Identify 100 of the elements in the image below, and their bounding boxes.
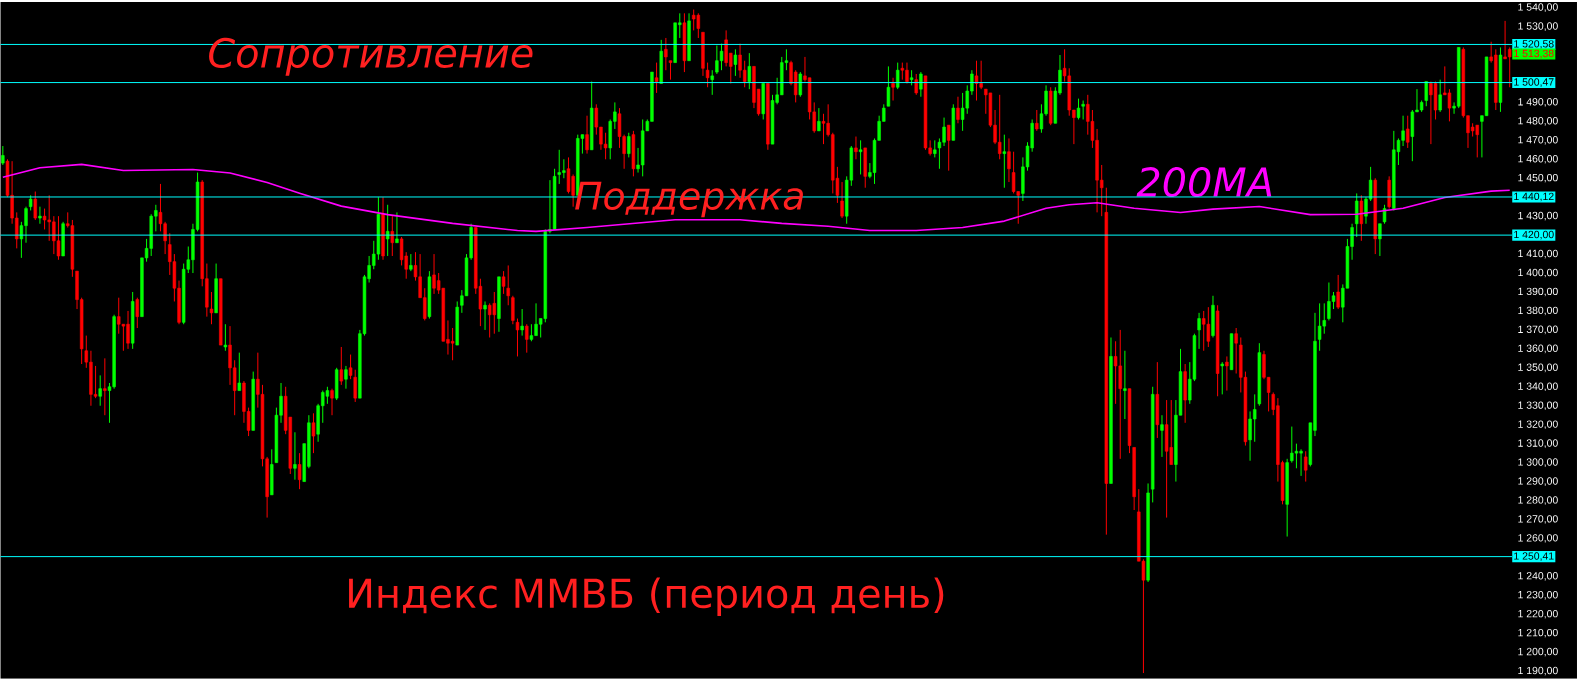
candlestick (1206, 306, 1211, 348)
candlestick (103, 357, 107, 416)
ref-line-label: 1 420,00 (1514, 230, 1554, 240)
candlestick (719, 43, 724, 71)
y-tick-label: 1 210,00 (1518, 629, 1558, 638)
candlestick (1011, 151, 1016, 195)
y-tick-label: 1 270,00 (1518, 515, 1558, 524)
candlestick (691, 9, 696, 31)
annotation: Поддержка (575, 181, 803, 218)
candlestick (585, 115, 589, 155)
candlestick (1081, 100, 1085, 121)
line-series (2, 163, 1511, 233)
y-tick-label: 1 370,00 (1518, 325, 1558, 335)
y-tick-label: 1 200,00 (1518, 647, 1558, 657)
candlestick (525, 323, 529, 354)
candlestick (705, 62, 710, 88)
candlestick (501, 270, 506, 295)
text: Индекс ММВБ (период день) (349, 577, 944, 617)
candlestick (1304, 450, 1308, 483)
y-tick-label: 1 190,00 (1518, 666, 1558, 676)
y-tick-label: 1 530,00 (1518, 22, 1558, 32)
candlestick (1035, 109, 1039, 132)
candlestick (293, 431, 297, 481)
y-tick-label: 1 490,00 (1518, 98, 1558, 107)
y-tick-label: 1 260,00 (1518, 534, 1558, 543)
y-tick-label: 1 480,00 (1518, 117, 1558, 126)
candlestick (854, 136, 858, 160)
text: 1 513,38 (1514, 49, 1554, 59)
y-tick-label: 1 470,00 (1518, 136, 1558, 145)
ref-line-label: 1 440,12 (1514, 192, 1554, 202)
candlestick (1359, 194, 1364, 242)
y-tick-label: 1 300,00 (1518, 458, 1558, 468)
candlestick (311, 412, 316, 454)
candlestick (483, 301, 487, 331)
candlestick (1406, 115, 1410, 149)
candlestick (506, 265, 510, 306)
series-label: 200MA (1136, 167, 1272, 198)
candlestick (974, 60, 979, 102)
ref-line-label: 1 520,58 (1514, 40, 1554, 49)
candlestick (1169, 399, 1173, 466)
y-tick-label: 1 430,00 (1518, 211, 1558, 221)
candlestick (914, 73, 918, 96)
y-tick-label: 1 400,00 (1518, 268, 1558, 278)
y-tick-label: 1 280,00 (1518, 496, 1558, 505)
candlestick (353, 369, 357, 403)
candlestick (487, 302, 492, 339)
candlestick (1118, 329, 1122, 460)
y-tick-label: 1 230,00 (1518, 591, 1558, 600)
y-tick-label: 1 380,00 (1518, 306, 1558, 316)
candlestick (1113, 340, 1118, 405)
candlestick (627, 132, 631, 158)
candlestick (1475, 124, 1479, 158)
candlestick (1378, 223, 1382, 257)
annotation: Сопротивление (209, 37, 533, 76)
candlestick (390, 215, 394, 257)
candlestick (395, 211, 399, 244)
candlestick (747, 52, 752, 90)
y-tick-label: 1 330,00 (1518, 401, 1558, 411)
candlestick (42, 208, 47, 231)
candlestick (223, 323, 228, 352)
candlestick (1197, 312, 1201, 350)
candlestick (960, 92, 965, 132)
candlestick (1290, 426, 1294, 464)
candlestick (654, 62, 659, 94)
y-tick-label: 1 390,00 (1518, 287, 1558, 297)
candlestick (840, 181, 844, 219)
y-tick-label: 1 340,00 (1518, 382, 1558, 392)
y-tick-label: 1 410,00 (1518, 249, 1558, 259)
candlestick (1447, 88, 1452, 122)
candlestick (886, 66, 891, 107)
y-tick-label: 1 220,00 (1518, 610, 1558, 619)
candlestick (919, 71, 923, 98)
y-tick-label: 1 290,00 (1518, 477, 1558, 486)
y-tick-label: 1 320,00 (1518, 420, 1558, 430)
candlestick (520, 308, 524, 337)
candlestick (1, 145, 5, 166)
candlestick (135, 297, 139, 329)
candlestick (237, 352, 241, 392)
y-tick-label: 1 310,00 (1518, 439, 1558, 449)
y-tick-label: 1 350,00 (1518, 363, 1558, 373)
candlestick (1424, 81, 1428, 107)
candlestick (209, 291, 214, 325)
candlestick (956, 96, 960, 124)
candlestick (798, 71, 803, 98)
ref-line-label: 1 250,41 (1514, 552, 1554, 562)
y-tick-label: 1 360,00 (1518, 344, 1558, 354)
candlestick (450, 327, 455, 361)
candlestick (117, 297, 121, 335)
candlestick (330, 388, 334, 416)
candlestick (1002, 134, 1007, 189)
candlestick (297, 452, 302, 490)
candlestick (1220, 361, 1224, 395)
candlestick (1438, 79, 1442, 113)
candlestick (1076, 98, 1081, 121)
candlestick (710, 69, 714, 96)
candlestick (733, 48, 738, 77)
candlestick (891, 77, 895, 102)
candlestick (896, 62, 900, 90)
candlestick (385, 204, 390, 257)
candlestick (348, 354, 353, 380)
